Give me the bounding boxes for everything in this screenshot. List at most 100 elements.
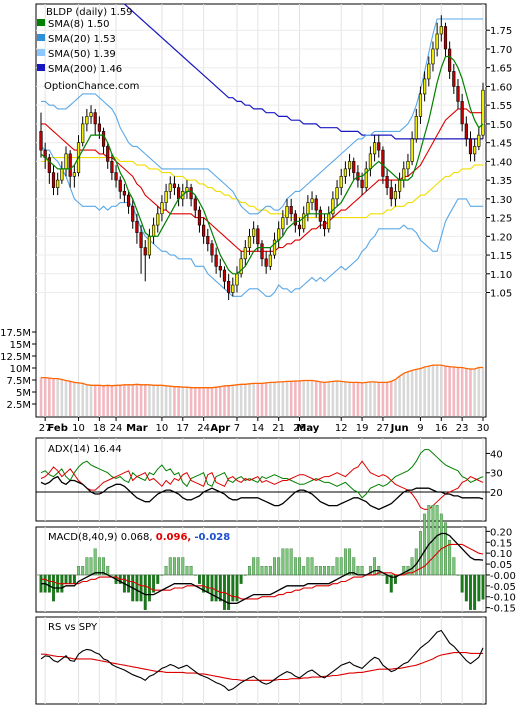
candle-body	[277, 228, 281, 241]
candle-body	[289, 206, 293, 215]
date-axis-day-label: 16	[435, 423, 448, 434]
candle-body	[435, 33, 439, 50]
price-panel: 1.05 1.10 1.15 1.20 1.25 1.30 1.35 1.40 1.45 1.50…	[35, 3, 512, 434]
macd-histogram-bar	[456, 574, 460, 576]
candle-body	[318, 209, 322, 222]
macd-histogram-bar	[172, 557, 176, 576]
volume-bar	[369, 381, 372, 416]
rs-panel	[35, 616, 487, 705]
candle-body	[406, 161, 410, 170]
macd-histogram-bar	[214, 574, 218, 602]
candle-body	[360, 179, 364, 188]
volume-bar	[381, 382, 385, 416]
volume-bar	[289, 381, 293, 416]
candle-body	[456, 86, 460, 102]
candle-body	[431, 48, 435, 65]
macd-histogram-bar	[318, 566, 322, 576]
volume-bar	[298, 380, 301, 416]
macd-histogram-bar	[469, 574, 472, 610]
macd-histogram-bar	[239, 574, 243, 584]
volume-bar	[319, 381, 322, 416]
macd-histogram-bar	[260, 566, 264, 576]
candle-body	[247, 236, 252, 248]
volume-bar	[248, 383, 251, 416]
volume-bar	[460, 367, 464, 416]
date-axis-day-label: 19	[356, 423, 369, 434]
volume-bar	[410, 370, 414, 416]
volume-axis-tick-label: 10M	[10, 364, 31, 375]
candle-body	[448, 48, 452, 72]
volume-bar	[373, 381, 376, 416]
volume-bar	[348, 382, 351, 416]
macd-histogram-bar	[93, 548, 97, 576]
candle-body	[193, 198, 197, 211]
volume-bar	[152, 385, 155, 416]
macd-histogram-bar	[135, 574, 139, 602]
volume-bar	[102, 385, 105, 416]
macd-histogram-bar	[293, 557, 297, 576]
macd-axis-tick-label: -0.00	[490, 571, 516, 582]
volume-bar	[269, 382, 272, 416]
candle-body	[481, 89, 485, 136]
macd-histogram-bar	[72, 574, 76, 584]
macd-histogram-bar	[289, 548, 293, 576]
volume-bar	[223, 385, 226, 416]
volume-bar	[98, 385, 101, 416]
volume-bar	[294, 380, 297, 416]
macd-histogram-bar	[356, 566, 360, 576]
candle-body	[118, 179, 122, 192]
volume-bar	[385, 382, 389, 416]
volume-bar	[414, 369, 418, 416]
candle-body	[151, 224, 156, 237]
candle-body	[389, 187, 393, 200]
volume-bar	[85, 384, 89, 416]
macd-histogram-bar	[97, 557, 101, 576]
price-axis-tick-label: 1.25	[490, 214, 512, 225]
volume-bar	[260, 383, 264, 416]
volume-bar	[452, 367, 456, 416]
volume-bar	[214, 387, 218, 416]
macd-histogram-bar	[89, 557, 93, 576]
macd-axis-tick-label: -0.05	[490, 582, 516, 593]
macd-axis-tick-label: -0.15	[490, 604, 516, 615]
macd-histogram-bar	[298, 557, 301, 576]
date-axis-day-label: 9	[417, 423, 423, 434]
macd-histogram-bar	[460, 574, 464, 593]
volume-bar	[244, 384, 247, 416]
volume-bar	[164, 385, 168, 416]
candle-body	[260, 243, 264, 260]
volume-bar	[481, 367, 485, 416]
candle-body	[172, 183, 177, 188]
candle-body	[126, 194, 131, 207]
volume-bar	[444, 366, 447, 416]
candle-body	[423, 78, 427, 95]
macd-axis-tick-label: 0.20	[490, 527, 512, 538]
candle-body	[210, 243, 214, 256]
candle-body	[464, 123, 468, 140]
price-axis-tick-label: 1.45	[490, 139, 512, 150]
candle-body	[85, 116, 89, 125]
macd-histogram-bar	[477, 574, 481, 602]
candle-body	[93, 112, 97, 125]
macd-histogram-bar	[473, 574, 477, 610]
candle-body	[460, 101, 464, 125]
candle-body	[68, 153, 72, 177]
candle-body	[143, 247, 147, 256]
macd-histogram-bar	[106, 566, 110, 576]
macd-panel: -0.15-0.10-0.05-0.000.050.100.150.20	[35, 505, 516, 615]
price-axis-tick-label: 1.65	[490, 64, 512, 75]
volume-bar	[327, 381, 331, 416]
volume-bar	[219, 386, 222, 416]
rs-label: RS vs SPY	[48, 622, 98, 633]
macd-histogram-bar	[185, 566, 189, 576]
volume-bar	[202, 387, 205, 416]
candle-body	[385, 176, 389, 188]
chart-title: BLDP (daily) 1.59	[46, 7, 133, 18]
candle-body	[402, 168, 406, 181]
adx-label: ADX(14) 16.44	[48, 444, 122, 455]
date-axis-month-label: Apr	[210, 423, 230, 434]
volume-bar	[377, 382, 381, 416]
candle-body	[252, 228, 256, 237]
candle-body	[297, 224, 302, 230]
candle-body	[202, 224, 206, 237]
